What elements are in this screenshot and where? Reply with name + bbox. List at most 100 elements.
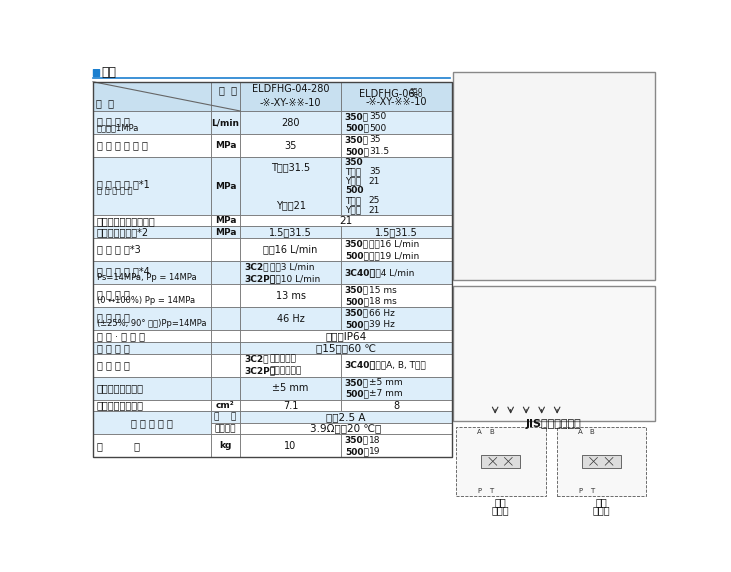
Text: 内泄型: 内泄型	[593, 505, 610, 515]
Text: 主 阀 阀 芯: 主 阀 阀 芯	[96, 360, 129, 370]
Bar	[211, 307, 240, 331]
Bar	[93, 400, 211, 411]
Bar	[93, 215, 211, 227]
Text: 大內16 L/min: 大內16 L/min	[369, 239, 419, 248]
Bar	[240, 261, 341, 284]
Text: MPa: MPa	[215, 141, 236, 150]
Bar	[240, 215, 452, 227]
Text: 回油口耐压（内泄型）: 回油口耐压（内泄型）	[96, 216, 156, 226]
Bar	[93, 331, 211, 342]
Bar	[341, 157, 452, 215]
Bar	[93, 307, 211, 331]
Bar	[240, 434, 341, 458]
Bar	[341, 400, 452, 411]
Text: （ 外 泄 型 ）: （ 外 泄 型 ）	[96, 186, 132, 196]
Text: 额 定 流 量: 额 定 流 量	[96, 116, 129, 126]
Bar	[341, 307, 452, 331]
Bar	[211, 434, 240, 458]
Text: －15～＋60 ℃: －15～＋60 ℃	[316, 343, 376, 353]
Bar	[341, 238, 452, 261]
Text: 350: 350	[369, 112, 386, 121]
Text: 阶 跃 响 应: 阶 跃 响 应	[96, 289, 129, 299]
Bar	[240, 307, 341, 331]
Bar	[341, 82, 452, 111]
Ellipse shape	[631, 337, 640, 354]
Text: T: T	[590, 488, 594, 494]
Text: 8: 8	[393, 400, 399, 411]
Text: 电    流: 电 流	[214, 412, 237, 422]
Text: 小即4 L/min: 小即4 L/min	[371, 268, 414, 277]
Text: 3C40：: 3C40：	[345, 360, 376, 370]
Bar	[93, 82, 211, 111]
Text: 小即10 L/min: 小即10 L/min	[270, 274, 320, 283]
Bar	[93, 353, 211, 376]
Text: 350: 350	[410, 88, 423, 94]
Bar	[211, 215, 240, 227]
Text: 500: 500	[345, 186, 363, 196]
Text: 阀压差：1MPa: 阀压差：1MPa	[96, 123, 139, 132]
Text: cm²: cm²	[216, 401, 235, 410]
Bar	[341, 434, 452, 458]
Text: 21: 21	[369, 205, 380, 214]
Bar	[211, 238, 240, 261]
Text: ELDFHG-04-280
-※-XY-※※-10: ELDFHG-04-280 -※-XY-※※-10	[251, 84, 329, 108]
Bar	[240, 342, 452, 353]
Text: A: A	[578, 429, 583, 435]
Bar	[93, 238, 211, 261]
Text: 35: 35	[369, 136, 380, 144]
Text: 25: 25	[369, 196, 380, 205]
Text: 中间位零重叠: 中间位零重叠	[270, 366, 302, 375]
Bar	[240, 82, 341, 111]
Bar	[240, 111, 341, 134]
Text: B: B	[489, 429, 493, 435]
Bar	[211, 376, 240, 400]
Bar	[341, 227, 452, 238]
Bar	[240, 227, 341, 238]
Text: 350：: 350：	[345, 112, 369, 121]
Bar	[240, 423, 452, 434]
Text: MPa: MPa	[215, 216, 236, 225]
Text: (±25%, 90° 相角)Pp=14MPa: (±25%, 90° 相角)Pp=14MPa	[96, 319, 206, 328]
Text: 500：: 500：	[345, 297, 368, 306]
Bar	[93, 342, 211, 353]
Bar	[211, 342, 240, 353]
Text: P: P	[477, 488, 482, 494]
Text: 21: 21	[339, 216, 352, 226]
Text: (0 ↔100%) Pp = 14MPa: (0 ↔100%) Pp = 14MPa	[96, 296, 195, 305]
Text: 35: 35	[369, 167, 380, 176]
Text: Y口：: Y口：	[345, 205, 361, 214]
Text: 最刧2.5 A: 最刧2.5 A	[326, 412, 366, 422]
Text: 31.5: 31.5	[369, 147, 389, 156]
Bar	[464, 340, 643, 352]
Text: 大內19 L/min: 大內19 L/min	[369, 251, 419, 260]
Text: 外泄型: 外泄型	[492, 505, 510, 515]
FancyBboxPatch shape	[456, 427, 545, 496]
Text: ±5 mm: ±5 mm	[369, 378, 403, 387]
Bar	[211, 353, 240, 376]
Text: 500：: 500：	[345, 447, 368, 456]
Bar	[452, 72, 655, 280]
Bar	[488, 102, 501, 118]
Bar	[240, 353, 341, 376]
Text: 39 Hz: 39 Hz	[369, 320, 395, 329]
Bar	[582, 455, 621, 467]
Text: 500：: 500：	[345, 147, 368, 156]
Text: P: P	[578, 488, 583, 494]
Text: 21: 21	[369, 177, 380, 186]
Text: 相当于IP64: 相当于IP64	[325, 331, 366, 341]
Text: T口：31.5: T口：31.5	[271, 162, 310, 172]
Text: 350：: 350：	[345, 136, 369, 144]
Text: 46 Hz: 46 Hz	[276, 314, 304, 324]
Text: 中间位A, B, T连接: 中间位A, B, T连接	[371, 360, 426, 370]
Text: 13 ms: 13 ms	[276, 291, 306, 301]
Text: 350：: 350：	[345, 285, 369, 295]
Text: 项  目: 项 目	[96, 98, 114, 108]
Text: 内控: 内控	[495, 498, 507, 507]
Bar	[240, 376, 341, 400]
Text: 3.9Ω（丠20 ℃）: 3.9Ω（丠20 ℃）	[311, 424, 382, 434]
Bar	[93, 284, 211, 307]
Text: T: T	[489, 488, 493, 494]
Text: 18 ms: 18 ms	[369, 297, 397, 306]
Text: 防 尘 · 防 水 性: 防 尘 · 防 水 性	[96, 331, 145, 341]
Text: kg: kg	[219, 442, 232, 450]
